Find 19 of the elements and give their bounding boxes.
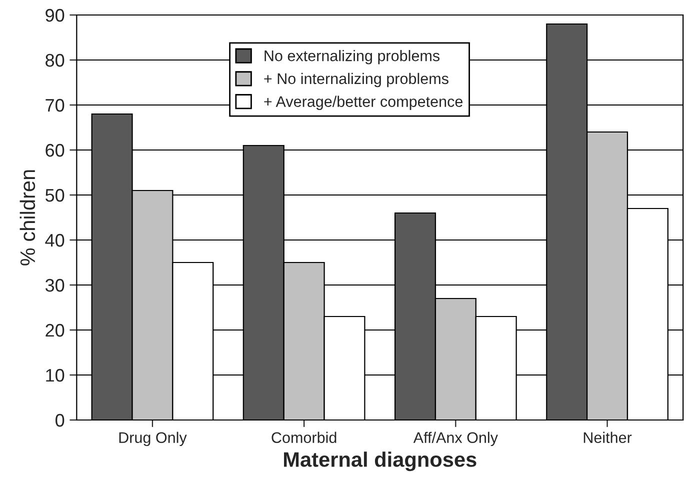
y-tick-label: 50	[46, 188, 64, 202]
legend-label: No externalizing problems	[264, 50, 440, 64]
x-axis-title: Maternal diagnoses	[284, 452, 476, 472]
y-tick-label: 60	[46, 144, 64, 157]
x-tick-label: Neither	[584, 432, 632, 444]
y-tick-label: 20	[46, 324, 64, 337]
x-tick-label: Drug Only	[119, 432, 187, 446]
y-tick-label: 80	[46, 54, 64, 67]
y-tick-label: 90	[46, 8, 64, 22]
y-axis-title: % children	[20, 170, 36, 266]
y-tick-label: 40	[45, 234, 64, 247]
y-tick-label: 30	[45, 278, 64, 292]
y-tick-label: 10	[46, 368, 64, 382]
y-tick-label: 0	[56, 414, 64, 427]
legend-label: + No internalizing problems	[264, 72, 448, 88]
x-tick-label: Comorbid	[272, 432, 336, 444]
x-tick-label: Aff/Anx Only	[413, 432, 498, 446]
legend-label: + Average/better competence	[264, 96, 462, 110]
y-tick-label: 70	[46, 98, 64, 112]
